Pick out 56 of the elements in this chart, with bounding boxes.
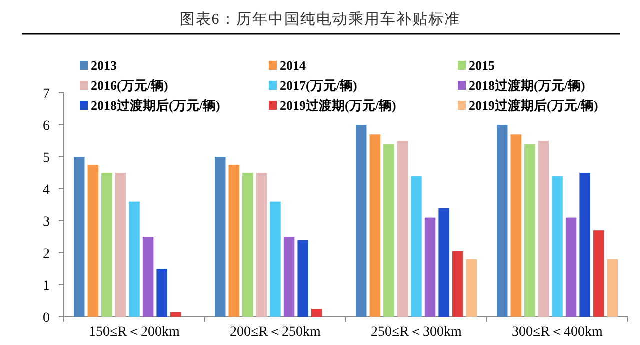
- bar: [607, 259, 618, 317]
- x-tick-label: 300≤R＜400km: [512, 325, 604, 340]
- bar: [214, 157, 226, 317]
- legend-label: 2013: [91, 58, 118, 73]
- bar: [298, 240, 308, 317]
- bar: [284, 237, 295, 317]
- bar: [242, 173, 254, 317]
- y-tick-label: 2: [43, 247, 50, 262]
- y-tick-label: 0: [43, 311, 50, 326]
- y-tick-label: 7: [43, 87, 50, 102]
- bar: [452, 251, 464, 317]
- y-tick-label: 1: [43, 279, 50, 294]
- legend-label: 2019过渡期(万元/辆): [280, 98, 396, 113]
- bar: [424, 218, 436, 317]
- bar: [538, 141, 550, 317]
- bar: [593, 230, 604, 317]
- bar: [142, 237, 154, 317]
- bar: [384, 144, 394, 317]
- bar: [228, 165, 240, 317]
- bar: [466, 259, 478, 317]
- chart-title: 图表6：历年中国纯电动乘用车补贴标准: [180, 11, 460, 28]
- legend-label: 2018过渡期(万元/辆): [469, 78, 586, 93]
- bar: [270, 202, 281, 317]
- x-tick-label: 200≤R＜250km: [230, 325, 322, 340]
- bar: [510, 134, 522, 317]
- bar: [438, 208, 450, 317]
- bar: [370, 134, 381, 317]
- bar: [311, 309, 322, 317]
- legend-label: 2015: [469, 58, 496, 73]
- bar: [552, 176, 563, 317]
- legend-label: 2017(万元/辆): [280, 78, 358, 93]
- bar: [411, 176, 422, 317]
- legend-label: 2016(万元/辆): [91, 78, 168, 93]
- bar: [170, 312, 182, 317]
- bar: [74, 157, 85, 317]
- y-tick-label: 4: [43, 183, 50, 198]
- x-tick-label: 250≤R＜300km: [371, 325, 462, 340]
- bar: [356, 125, 367, 317]
- bar: [256, 173, 268, 317]
- y-tick-label: 5: [43, 151, 50, 166]
- legend-label: 2014: [280, 58, 306, 73]
- bar: [496, 125, 508, 317]
- bar: [88, 165, 99, 317]
- bar: [397, 141, 408, 317]
- legend-label: 2019过渡期后(万元/辆): [469, 98, 598, 113]
- bar: [566, 218, 577, 317]
- bar: [102, 173, 112, 317]
- bar: [580, 173, 590, 317]
- legend-label: 2018过渡期后(万元/辆): [91, 98, 220, 113]
- bar: [524, 144, 536, 317]
- y-tick-label: 3: [43, 215, 50, 230]
- x-tick-label: 150≤R＜200km: [89, 325, 180, 340]
- y-tick-label: 6: [43, 119, 50, 134]
- bar: [156, 269, 168, 317]
- bar: [115, 173, 126, 317]
- bar: [129, 202, 140, 317]
